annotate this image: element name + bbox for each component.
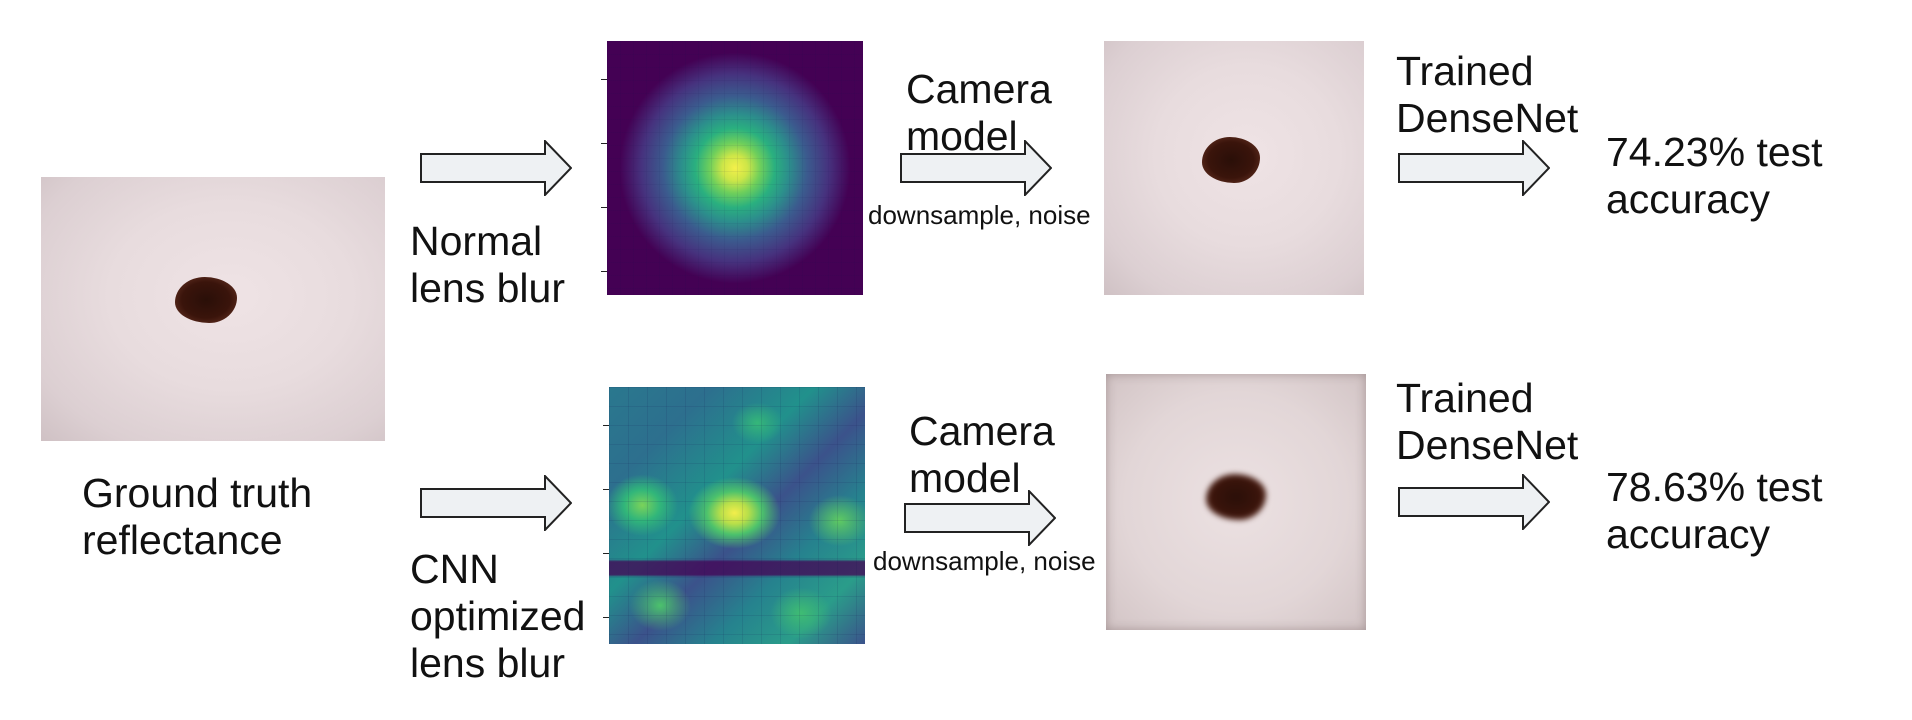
cnn-psf-heatmap — [603, 387, 865, 644]
top-sensor-lesion — [1202, 137, 1260, 183]
bottom-result-line2: accuracy — [1606, 511, 1771, 557]
normal-blur-label-line1: Normal — [410, 218, 543, 264]
normal-blur-label: Normal lens blur — [410, 218, 565, 312]
bottom-camera-model-label: Camera model — [909, 408, 1055, 502]
ground-truth-label: Ground truth reflectance — [82, 470, 312, 564]
bottom-camera-model-line1: Camera — [909, 408, 1055, 454]
ground-truth-skin-image — [41, 177, 385, 441]
bottom-classifier-label: Trained DenseNet — [1396, 375, 1578, 469]
arrow-top-camera-model — [900, 140, 1052, 196]
top-result-line2: accuracy — [1606, 176, 1771, 222]
cnn-blur-label-line1: CNN — [410, 546, 499, 592]
normal-blur-label-line2: lens blur — [410, 265, 565, 311]
arrow-top-classifier — [1398, 140, 1550, 196]
ground-truth-label-line1: Ground truth — [82, 470, 313, 516]
top-classifier-line1: Trained — [1396, 48, 1534, 94]
bottom-sensor-image — [1106, 374, 1366, 630]
arrow-to-normal-blur — [420, 140, 572, 196]
cnn-blur-label-line3: lens blur — [410, 640, 565, 686]
normal-psf-heatmap — [601, 41, 863, 295]
top-sensor-image — [1104, 41, 1364, 295]
bottom-camera-model-line2: model — [909, 455, 1021, 501]
bottom-classifier-line2: DenseNet — [1396, 422, 1579, 468]
bottom-sensor-lesion — [1206, 474, 1266, 520]
cnn-blur-label: CNN optimized lens blur — [410, 546, 585, 687]
arrow-to-cnn-blur — [420, 475, 572, 531]
bottom-camera-sub-label: downsample, noise — [873, 546, 1096, 576]
bottom-result: 78.63% test accuracy — [1606, 464, 1823, 558]
top-classifier-label: Trained DenseNet — [1396, 48, 1578, 142]
top-camera-model-label: Camera model — [906, 66, 1052, 160]
bottom-result-line1: 78.63% test — [1606, 464, 1823, 510]
bottom-classifier-line1: Trained — [1396, 375, 1534, 421]
arrow-bottom-classifier — [1398, 474, 1550, 530]
ground-truth-lesion — [175, 277, 237, 323]
top-result: 74.23% test accuracy — [1606, 129, 1823, 223]
top-camera-model-line1: Camera — [906, 66, 1052, 112]
top-classifier-line2: DenseNet — [1396, 95, 1579, 141]
top-result-line1: 74.23% test — [1606, 129, 1823, 175]
top-camera-sub-label: downsample, noise — [868, 200, 1091, 230]
ground-truth-label-line2: reflectance — [82, 517, 283, 563]
arrow-bottom-camera-model — [904, 490, 1056, 546]
top-camera-model-line2: model — [906, 113, 1018, 159]
cnn-blur-label-line2: optimized — [410, 593, 586, 639]
